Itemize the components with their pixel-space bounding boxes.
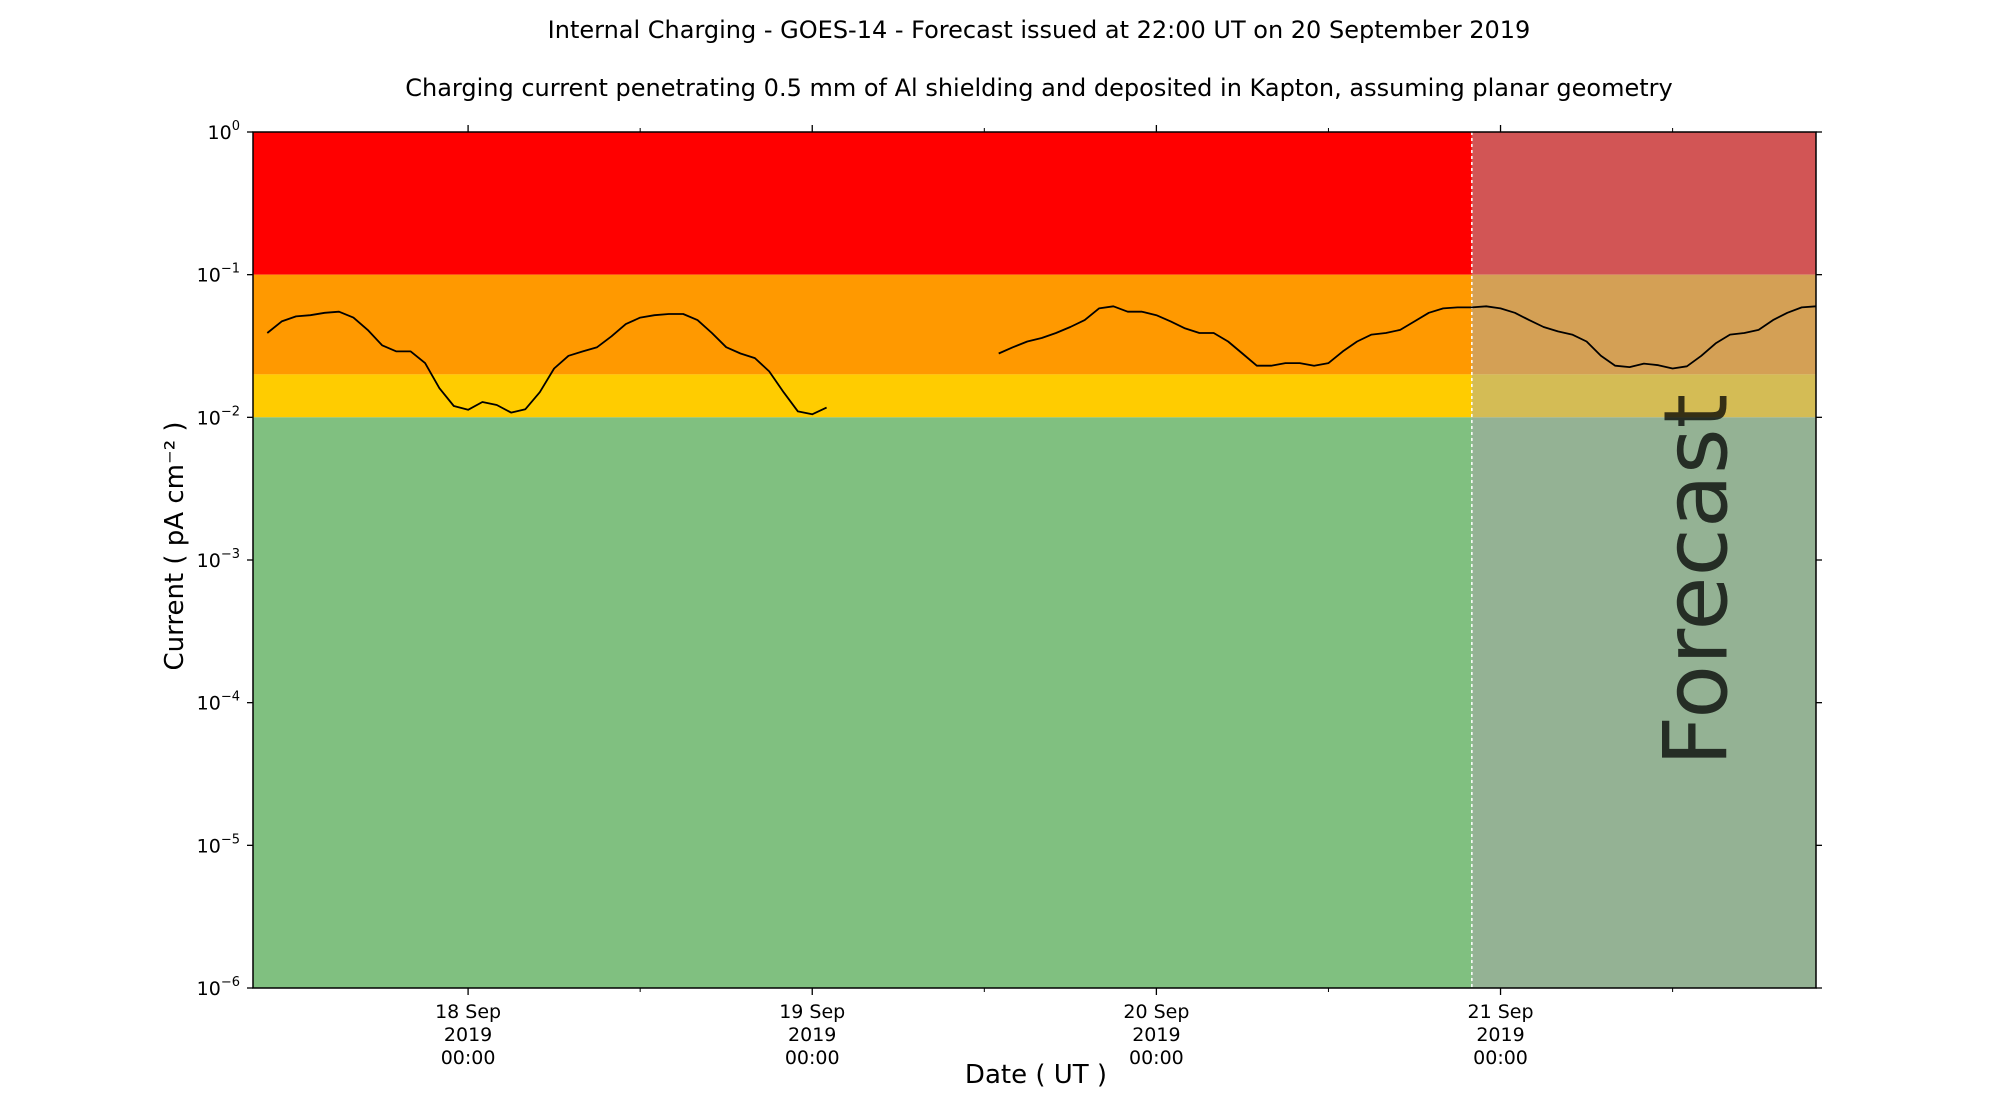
band-yellow-forecast	[1471, 374, 1816, 418]
y-tick-label-base: 10	[208, 122, 232, 144]
y-tick-label-base: 10	[197, 550, 221, 572]
band-green	[253, 417, 1472, 988]
band-red-forecast	[1471, 132, 1816, 275]
x-tick-label: 2019	[1476, 1024, 1524, 1046]
x-tick-label: 00:00	[1129, 1047, 1184, 1069]
x-tick-label: 21 Sep	[1468, 1001, 1534, 1023]
y-tick-label-exponent: −4	[221, 690, 240, 705]
y-tick-label: 10−3	[197, 547, 240, 572]
y-tick-label: 10−6	[197, 975, 240, 1000]
y-tick-label-base: 10	[197, 978, 221, 1000]
risk-bands	[253, 132, 1816, 988]
y-tick-label-base: 10	[197, 835, 221, 857]
x-tick-label: 00:00	[441, 1047, 496, 1069]
y-tick-label: 10−4	[197, 690, 240, 715]
series-line-segment	[266, 310, 827, 416]
series-current	[266, 305, 1817, 416]
band-yellow	[253, 374, 1472, 418]
forecast-watermark: Forecast	[1645, 394, 1748, 766]
x-tick-label: 18 Sep	[435, 1001, 501, 1023]
y-tick-label-exponent: −3	[221, 547, 240, 562]
y-axis-label: Current ( pA cm⁻² )	[160, 421, 190, 670]
x-tick-label: 2019	[444, 1024, 492, 1046]
y-tick-label-exponent: −6	[221, 975, 240, 990]
chart-subtitle: Charging current penetrating 0.5 mm of A…	[405, 74, 1673, 102]
y-axis-label-text: Current ( pA cm⁻² )	[160, 421, 190, 670]
band-green-forecast	[1471, 417, 1816, 988]
y-tick-label: 10−2	[197, 404, 240, 429]
y-tick-label-base: 10	[197, 265, 221, 287]
band-red	[253, 132, 1472, 275]
x-tick-label: 00:00	[1473, 1047, 1528, 1069]
y-tick-label-exponent: −2	[221, 404, 240, 419]
y-tick-label-exponent: −1	[221, 262, 240, 277]
x-tick-label: 00:00	[785, 1047, 840, 1069]
band-orange-forecast	[1471, 274, 1816, 375]
y-tick-label: 100	[208, 119, 240, 144]
y-tick-label-base: 10	[197, 693, 221, 715]
x-tick-label: 2019	[788, 1024, 836, 1046]
x-axis-label: Date ( UT )	[965, 1060, 1107, 1090]
y-tick-label-base: 10	[197, 407, 221, 429]
x-tick-label: 2019	[1132, 1024, 1180, 1046]
y-tick-label: 10−1	[197, 262, 240, 287]
y-tick-label: 10−5	[197, 832, 240, 857]
y-tick-label-exponent: −5	[221, 832, 240, 847]
y-tick-label-exponent: 0	[232, 119, 240, 134]
band-orange	[253, 274, 1472, 375]
chart-title: Internal Charging - GOES-14 - Forecast i…	[548, 16, 1531, 44]
series-line-segment	[998, 305, 1817, 370]
x-tick-label: 19 Sep	[779, 1001, 845, 1023]
x-tick-label: 20 Sep	[1123, 1001, 1189, 1023]
